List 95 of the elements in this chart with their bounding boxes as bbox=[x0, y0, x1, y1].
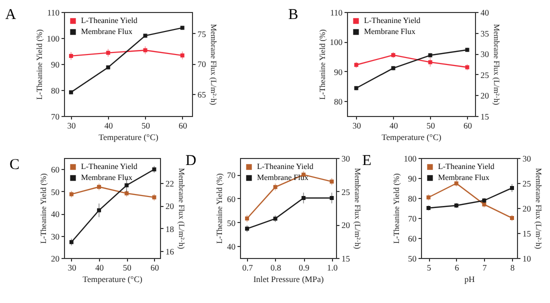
legend-label: L-Theanine Yield bbox=[257, 162, 314, 171]
x-tick-label: 0.8 bbox=[270, 262, 282, 272]
chart-title: E bbox=[362, 153, 372, 169]
y-tick-label: 90 bbox=[408, 174, 416, 184]
x-axis-title: Temperature (°C) bbox=[98, 132, 159, 142]
y2-tick-label: 20 bbox=[342, 220, 350, 230]
y2-tick-label: 20 bbox=[166, 201, 174, 212]
y2-tick-label: 30 bbox=[522, 154, 531, 164]
y-tick-label: 50 bbox=[51, 186, 60, 197]
y2-axis-title: Membrane Flux (L/m²·h) bbox=[353, 168, 362, 250]
x-tick-label: 0.9 bbox=[298, 262, 310, 272]
y-tick-label: 60 bbox=[51, 164, 60, 175]
legend-label: L-Theanine Yield bbox=[438, 162, 494, 171]
y-tick-label: 110 bbox=[330, 8, 342, 18]
x-tick-label: 0.7 bbox=[242, 262, 253, 272]
x-tick-label: 8 bbox=[510, 262, 515, 272]
x-axis-title: Inlet Pressure (MPa) bbox=[253, 274, 324, 284]
y-axis-title: L-Theanine Yield (%) bbox=[39, 172, 48, 244]
x-tick-label: 7 bbox=[482, 262, 487, 272]
y-axis-title: L-Theanine Yield (%) bbox=[34, 28, 44, 100]
legend-label: Membrane Flux bbox=[364, 27, 416, 36]
x-tick-label: 30 bbox=[352, 120, 361, 130]
y-tick-label: 40 bbox=[51, 209, 60, 220]
x-tick-label: 40 bbox=[95, 262, 104, 272]
y2-tick-label: 65 bbox=[198, 90, 206, 100]
x-axis-title: Temperature (°C) bbox=[382, 132, 442, 142]
y-tick-label: 20 bbox=[51, 254, 60, 264]
x-tick-label: 40 bbox=[389, 120, 398, 130]
x-axis-title: Temperature (°C) bbox=[82, 274, 143, 284]
y2-tick-label: 16 bbox=[166, 246, 174, 257]
y-tick-label: 80 bbox=[408, 194, 416, 204]
y-tick-label: 60 bbox=[408, 234, 416, 244]
legend-label: L-Theanine Yield bbox=[81, 162, 138, 171]
y-tick-label: 100 bbox=[46, 34, 60, 44]
chart-title: A bbox=[5, 7, 16, 23]
y2-axis-title: Membrane Flux (L/m²·h) bbox=[492, 24, 501, 106]
y2-tick-label: 25 bbox=[480, 70, 489, 80]
y-tick-label: 50 bbox=[227, 218, 236, 228]
y-tick-label: 100 bbox=[330, 37, 342, 48]
x-tick-label: 50 bbox=[426, 120, 435, 130]
legend-label: Membrane Flux bbox=[81, 27, 132, 36]
y-axis-title: L-Theanine Yield (%) bbox=[318, 28, 327, 100]
chart-title: C bbox=[10, 157, 20, 173]
y2-tick-label: 20 bbox=[480, 90, 489, 101]
y2-tick-label: 15 bbox=[342, 254, 350, 264]
y2-axis-title: Membrane Flux (L/m²·h) bbox=[534, 168, 543, 250]
y-tick-label: 90 bbox=[334, 66, 342, 77]
y2-tick-label: 30 bbox=[342, 154, 350, 164]
y2-tick-label: 20 bbox=[522, 204, 531, 214]
y-tick-label: 100 bbox=[404, 154, 416, 164]
y-tick-label: 90 bbox=[51, 60, 60, 70]
y-tick-label: 80 bbox=[51, 86, 60, 96]
legend-label: Membrane Flux bbox=[81, 173, 132, 182]
y-tick-label: 40 bbox=[227, 242, 236, 252]
y2-tick-label: 10 bbox=[522, 254, 531, 264]
y2-tick-label: 40 bbox=[480, 8, 489, 18]
x-tick-label: 50 bbox=[122, 262, 132, 272]
y-tick-label: 70 bbox=[51, 112, 60, 122]
y-tick-label: 70 bbox=[227, 170, 236, 180]
chart-title: D bbox=[186, 153, 196, 169]
legend-label: Membrane Flux bbox=[438, 173, 490, 182]
y2-axis-title: Membrane Flux (L/m²·h) bbox=[209, 24, 218, 106]
chart-title: B bbox=[288, 7, 298, 23]
y2-tick-label: 35 bbox=[480, 28, 489, 38]
y2-tick-label: 25 bbox=[522, 178, 531, 188]
y-tick-label: 30 bbox=[51, 231, 60, 242]
x-tick-label: 60 bbox=[178, 120, 188, 130]
x-tick-label: 1.0 bbox=[326, 262, 338, 272]
y2-tick-label: 18 bbox=[166, 224, 174, 234]
x-tick-label: 5 bbox=[426, 262, 432, 272]
y-axis-title: L-Theanine Yield (%) bbox=[215, 172, 224, 244]
x-tick-label: 30 bbox=[68, 262, 76, 272]
y-tick-label: 80 bbox=[334, 96, 342, 107]
y2-tick-label: 15 bbox=[480, 112, 489, 122]
y2-tick-label: 25 bbox=[342, 186, 350, 197]
y2-tick-label: 15 bbox=[522, 228, 531, 238]
x-axis-title: pH bbox=[464, 274, 475, 284]
x-tick-label: 6 bbox=[454, 262, 459, 272]
x-tick-label: 30 bbox=[67, 120, 76, 130]
y-axis-title: L-Theanine Yield (%) bbox=[392, 172, 401, 244]
y2-tick-label: 22 bbox=[166, 178, 174, 188]
y2-tick-label: 30 bbox=[480, 49, 489, 60]
x-tick-label: 40 bbox=[104, 120, 113, 130]
y-tick-label: 70 bbox=[408, 214, 416, 224]
y2-tick-label: 75 bbox=[198, 28, 206, 39]
x-tick-label: 60 bbox=[150, 262, 159, 272]
x-tick-label: 50 bbox=[142, 120, 150, 130]
legend-label: L-Theanine Yield bbox=[364, 16, 420, 25]
y-tick-label: 110 bbox=[47, 8, 60, 18]
y-tick-label: 60 bbox=[227, 194, 236, 204]
legend-label: L-Theanine Yield bbox=[81, 16, 138, 25]
y-tick-label: 50 bbox=[408, 254, 416, 264]
y2-tick-label: 70 bbox=[198, 59, 206, 70]
y2-axis-title: Membrane Flux (L/m²·h) bbox=[177, 168, 186, 250]
x-tick-label: 60 bbox=[463, 120, 472, 130]
